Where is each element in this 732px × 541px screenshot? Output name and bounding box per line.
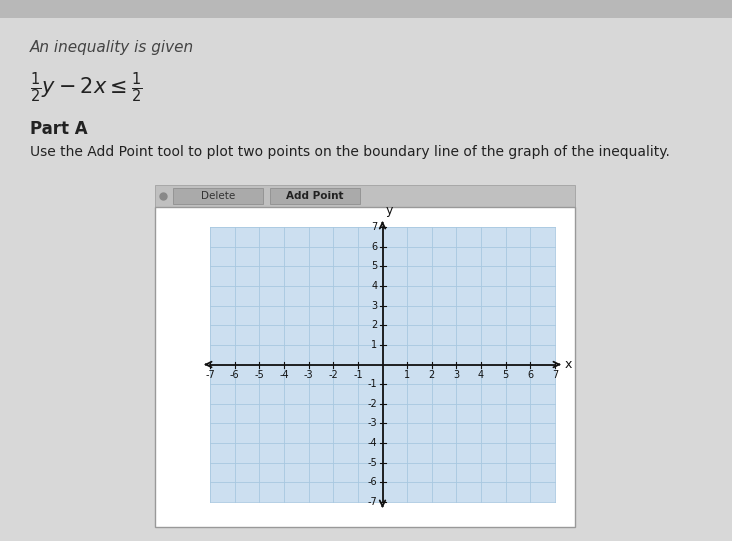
Text: x: x — [565, 358, 572, 371]
Text: 5: 5 — [371, 261, 378, 271]
Text: -4: -4 — [279, 370, 288, 379]
Text: 4: 4 — [371, 281, 378, 291]
Bar — [210, 227, 555, 502]
Text: -2: -2 — [367, 399, 378, 409]
Text: -7: -7 — [205, 370, 215, 379]
Text: -2: -2 — [329, 370, 338, 379]
Bar — [0, 0, 732, 18]
Text: -1: -1 — [368, 379, 378, 389]
Text: 4: 4 — [478, 370, 484, 379]
Text: y: y — [386, 204, 393, 217]
Text: 1: 1 — [371, 340, 378, 350]
Text: 3: 3 — [371, 301, 378, 311]
Text: 1: 1 — [404, 370, 410, 379]
Text: 6: 6 — [527, 370, 534, 379]
Text: -6: -6 — [230, 370, 239, 379]
Text: -1: -1 — [353, 370, 362, 379]
Text: -5: -5 — [367, 458, 378, 468]
Bar — [173, 188, 263, 204]
Bar — [270, 188, 360, 204]
Text: -3: -3 — [304, 370, 313, 379]
Text: $\frac{1}{2}y - 2x \leq \frac{1}{2}$: $\frac{1}{2}y - 2x \leq \frac{1}{2}$ — [30, 70, 143, 104]
Text: -7: -7 — [367, 497, 378, 507]
Text: 6: 6 — [371, 242, 378, 252]
Text: 2: 2 — [371, 320, 378, 330]
Text: An inequality is given: An inequality is given — [30, 40, 194, 55]
Text: -3: -3 — [368, 418, 378, 428]
Text: Add Point: Add Point — [286, 191, 344, 201]
Text: Use the Add Point tool to plot two points on the boundary line of the graph of t: Use the Add Point tool to plot two point… — [30, 145, 670, 159]
Text: -5: -5 — [255, 370, 264, 379]
Bar — [155, 207, 575, 527]
Text: 7: 7 — [371, 222, 378, 232]
Text: 5: 5 — [503, 370, 509, 379]
Bar — [155, 185, 575, 207]
Text: 2: 2 — [429, 370, 435, 379]
Text: -4: -4 — [368, 438, 378, 448]
Text: -6: -6 — [368, 477, 378, 487]
Text: Delete: Delete — [201, 191, 235, 201]
Text: 3: 3 — [453, 370, 460, 379]
Text: 7: 7 — [552, 370, 558, 379]
Text: Part A: Part A — [30, 120, 88, 138]
